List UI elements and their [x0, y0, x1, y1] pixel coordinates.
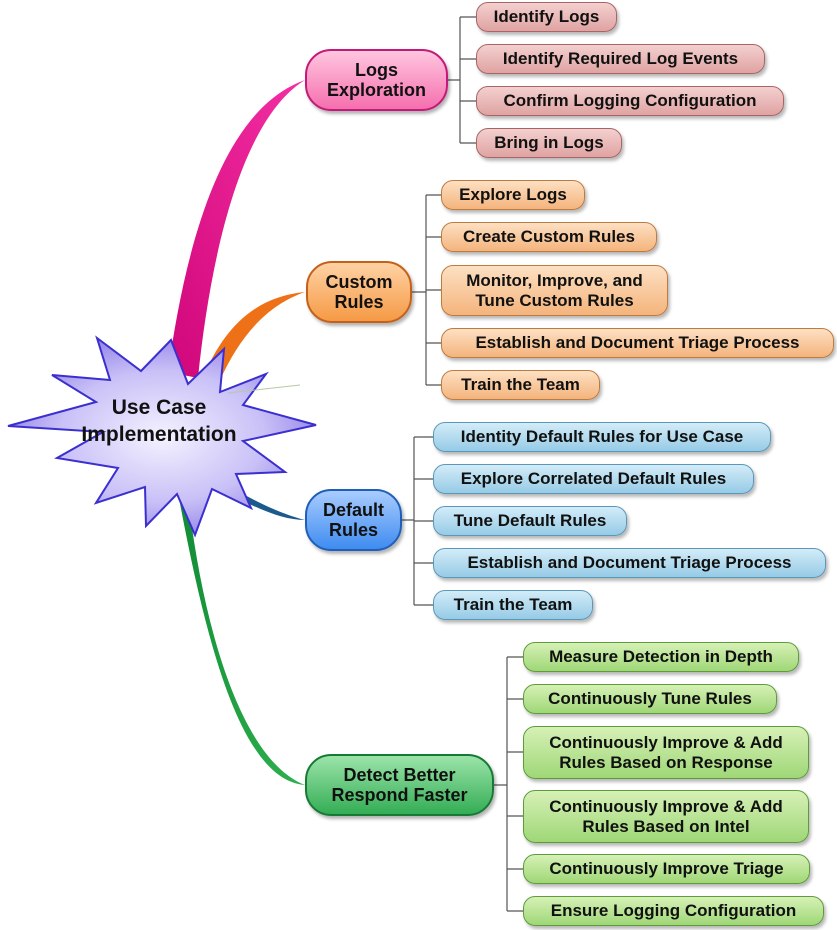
leaf-tune-default-rules[interactable]: Tune Default Rules — [433, 506, 627, 536]
leaf-label: Continuously Improve Triage — [549, 859, 784, 879]
branch-label-line2: Rules — [328, 520, 378, 540]
leaf-confirm-logging-configuration[interactable]: Confirm Logging Configuration — [476, 86, 784, 116]
leaf-identity-default-rules[interactable]: Identity Default Rules for Use Case — [433, 422, 771, 452]
leaf-label: Train the Team — [461, 375, 580, 395]
ribbon-ticks — [227, 384, 301, 394]
leaf-label-line2: Rules Based on Response — [559, 752, 773, 772]
leaf-improve-based-on-intel[interactable]: Continuously Improve & Add Rules Based o… — [523, 790, 809, 843]
leaf-identify-logs[interactable]: Identify Logs — [476, 2, 617, 32]
leaf-label-line2: Rules Based on Intel — [582, 816, 750, 836]
branch-label-line1: Logs — [354, 59, 398, 80]
branch-label-line1: Detect Better — [343, 764, 456, 785]
leaf-label-line1: Monitor, Improve, and — [466, 271, 643, 291]
leaf-train-team-custom[interactable]: Train the Team — [441, 370, 600, 400]
branch-logs-exploration[interactable]: Logs Exploration — [305, 49, 448, 111]
leaf-label: Ensure Logging Configuration — [550, 901, 797, 921]
leaf-identify-required-log-events[interactable]: Identify Required Log Events — [476, 44, 765, 74]
leaf-measure-detection[interactable]: Measure Detection in Depth — [523, 642, 799, 672]
leaf-label: Identity Default Rules for Use Case — [460, 427, 744, 447]
branch-label-line2: Rules — [334, 292, 384, 312]
leaf-establish-triage-custom[interactable]: Establish and Document Triage Process — [441, 328, 834, 358]
leaf-label: Bring in Logs — [494, 133, 604, 153]
leaf-label: Establish and Document Triage Process — [467, 553, 792, 573]
leaf-label: Tune Default Rules — [453, 511, 607, 531]
leaf-label: Establish and Document Triage Process — [475, 333, 800, 353]
central-topic-line1: Use Case — [111, 396, 207, 419]
leaf-label-line1: Continuously Improve & Add — [549, 733, 783, 753]
branch-default-rules[interactable]: Default Rules — [305, 489, 402, 551]
branch-label-line2: Respond Faster — [331, 785, 468, 805]
leaf-label: Confirm Logging Configuration — [503, 91, 757, 111]
leaf-label: Identify Required Log Events — [502, 49, 739, 69]
leaf-label: Measure Detection in Depth — [549, 647, 773, 667]
leaf-label: Explore Correlated Default Rules — [460, 469, 727, 489]
leaf-label: Explore Logs — [459, 185, 567, 205]
leaf-label: Continuously Tune Rules — [548, 689, 752, 709]
leaf-explore-correlated-default[interactable]: Explore Correlated Default Rules — [433, 464, 754, 494]
leaf-label-line1: Continuously Improve & Add — [549, 797, 783, 817]
leaf-improve-based-on-response[interactable]: Continuously Improve & Add Rules Based o… — [523, 726, 809, 779]
central-topic-line2: Implementation — [81, 422, 237, 446]
leaf-label: Train the Team — [453, 595, 573, 615]
central-topic: Use Case Implementation — [64, 395, 254, 449]
leaf-continuously-improve-triage[interactable]: Continuously Improve Triage — [523, 854, 810, 884]
leaf-establish-triage-default[interactable]: Establish and Document Triage Process — [433, 548, 826, 578]
leaf-continuously-tune-rules[interactable]: Continuously Tune Rules — [523, 684, 777, 714]
central-starburst — [7, 335, 317, 538]
branch-label-line2: Exploration — [326, 80, 426, 100]
connector-custom-rules — [200, 292, 305, 392]
leaf-bring-in-logs[interactable]: Bring in Logs — [476, 128, 622, 158]
connector-logs-exploration — [168, 80, 305, 378]
leaf-ensure-logging-configuration[interactable]: Ensure Logging Configuration — [523, 896, 824, 926]
branch-detect-better-respond-faster[interactable]: Detect Better Respond Faster — [305, 754, 494, 816]
leaf-label: Create Custom Rules — [463, 227, 635, 247]
leaf-create-custom-rules[interactable]: Create Custom Rules — [441, 222, 657, 252]
leaf-monitor-improve-tune[interactable]: Monitor, Improve, and Tune Custom Rules — [441, 265, 668, 316]
leaf-label: Identify Logs — [493, 7, 600, 27]
leaf-train-team-default[interactable]: Train the Team — [433, 590, 593, 620]
branch-label-line1: Default — [322, 499, 384, 520]
leaf-explore-logs[interactable]: Explore Logs — [441, 180, 585, 210]
branch-custom-rules[interactable]: Custom Rules — [306, 261, 412, 323]
leaf-brackets — [402, 16, 523, 912]
leaf-label-line2: Tune Custom Rules — [475, 290, 634, 310]
branch-label-line1: Custom — [325, 271, 393, 292]
